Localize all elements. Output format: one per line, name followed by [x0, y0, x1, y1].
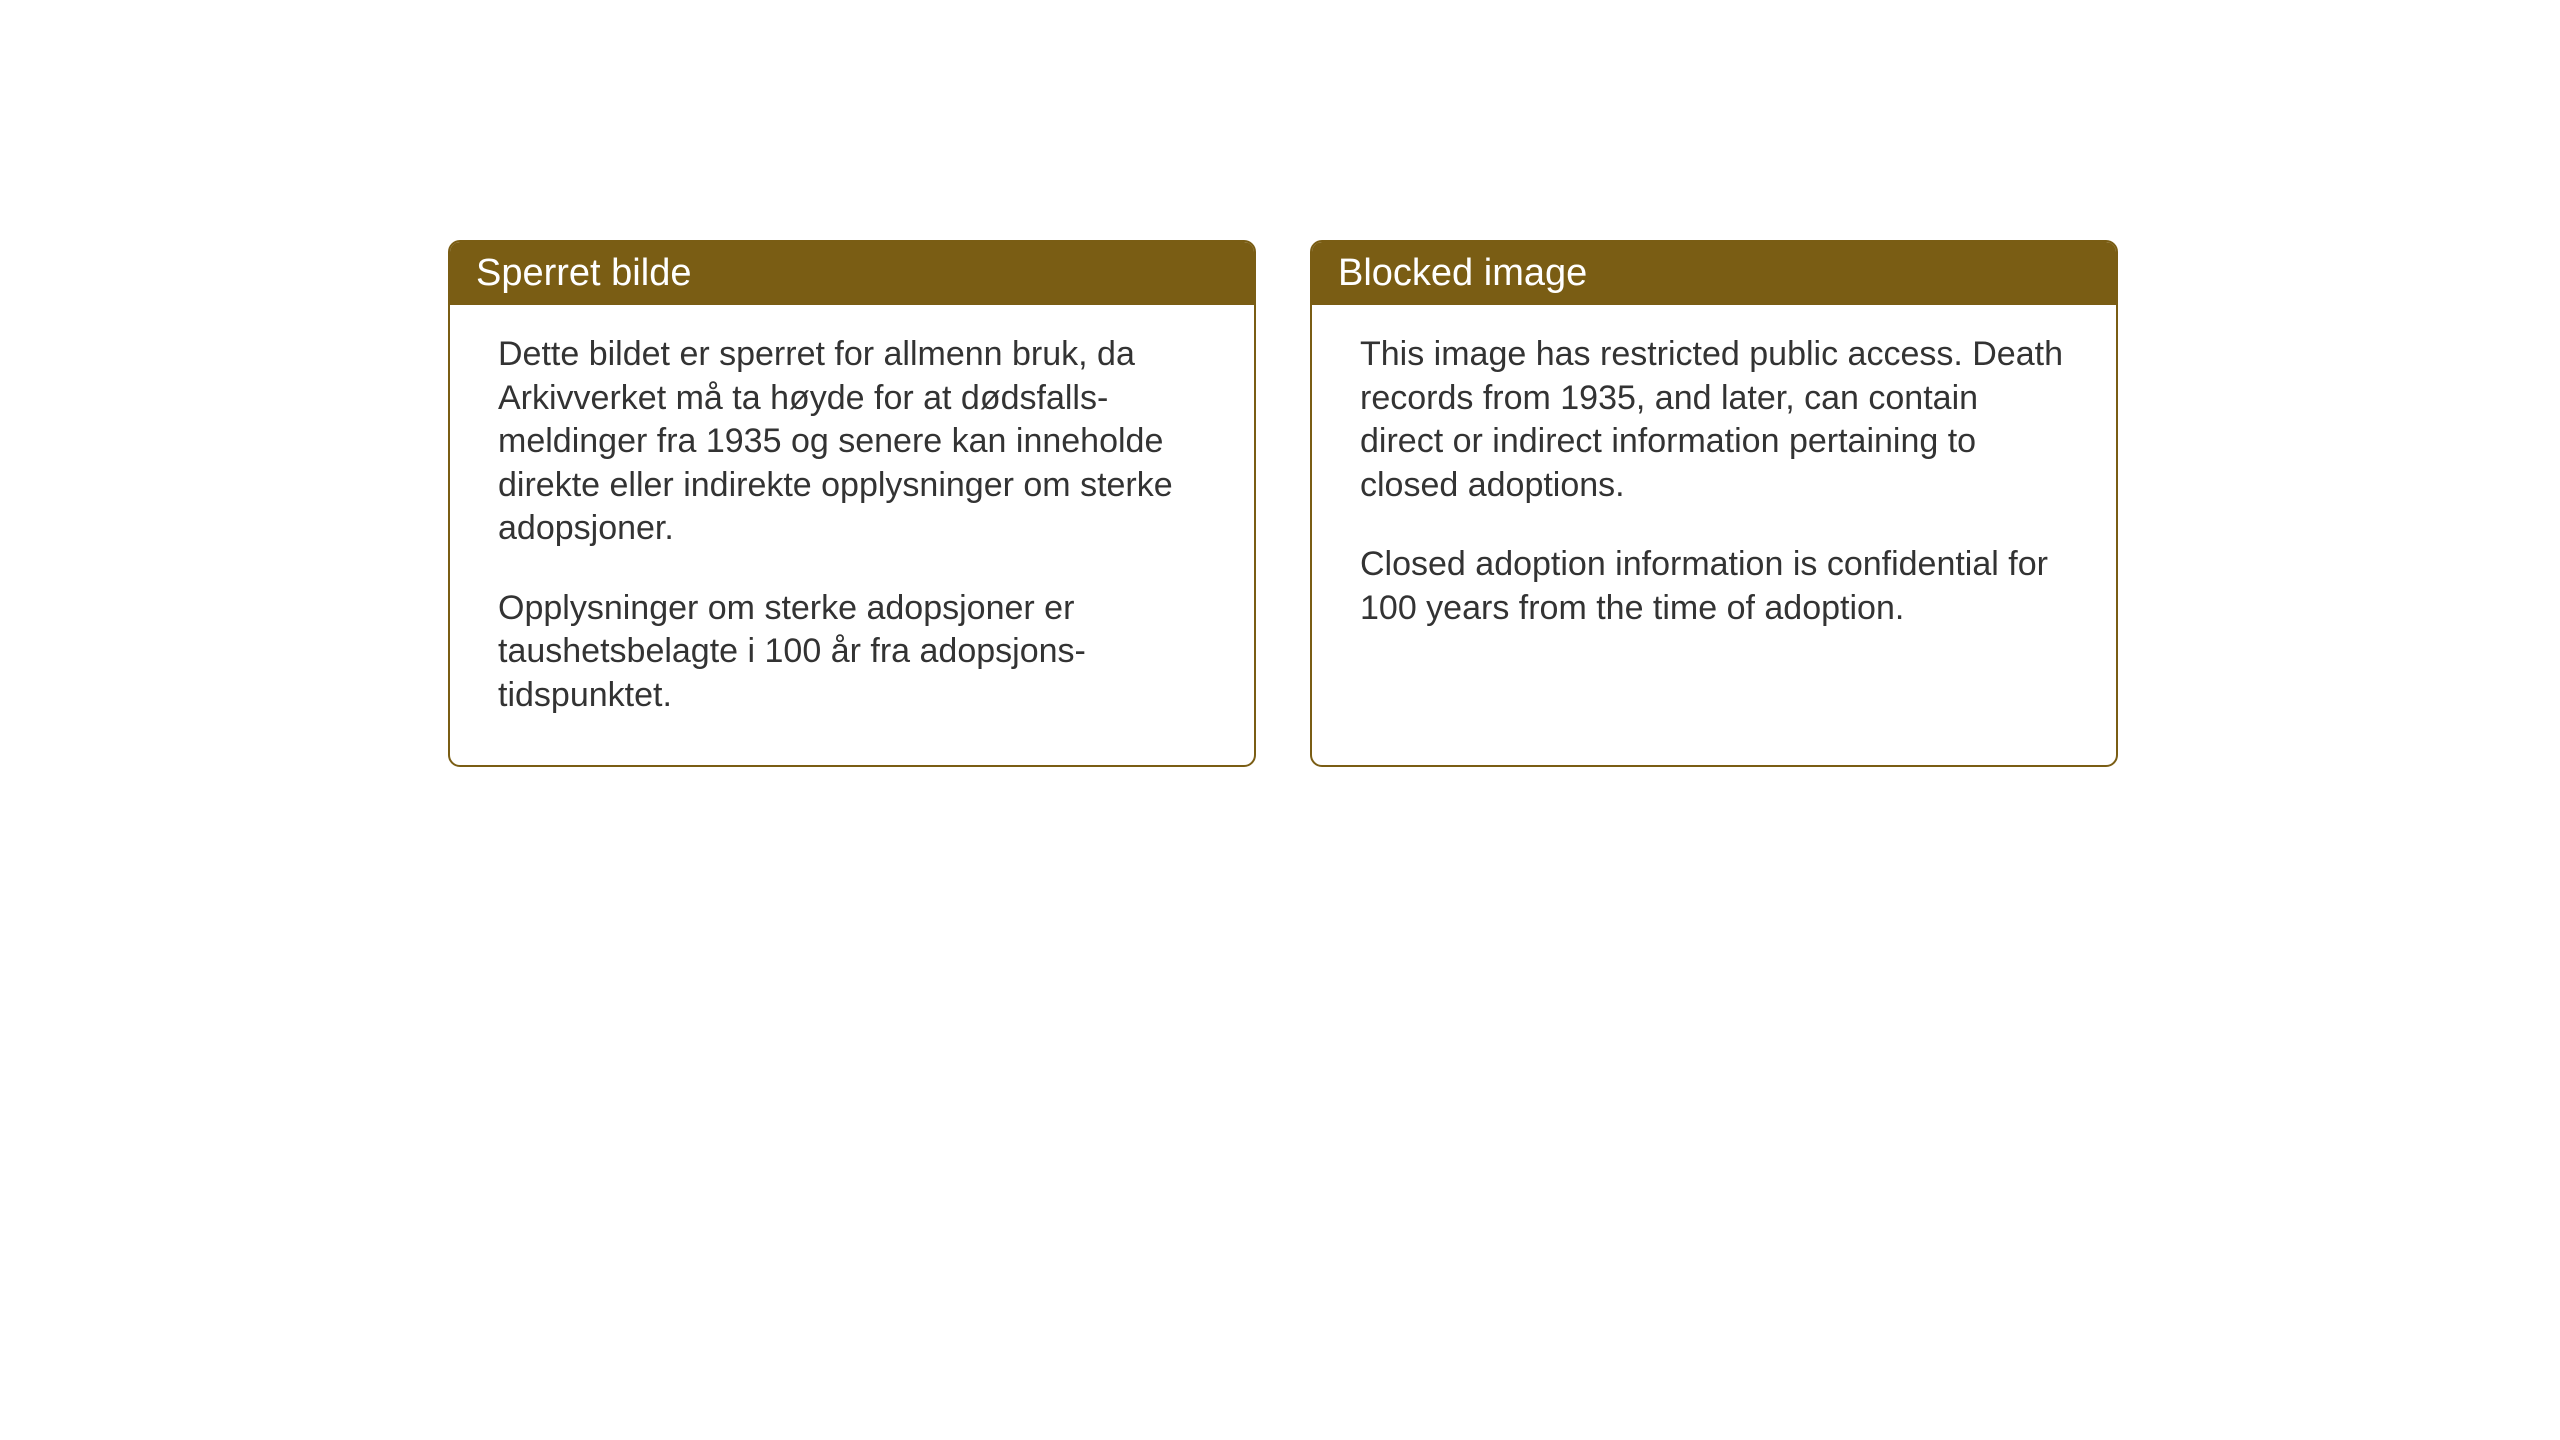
- notice-box-english: Blocked image This image has restricted …: [1310, 240, 2118, 767]
- notice-paragraph-1-norwegian: Dette bildet er sperret for allmenn bruk…: [498, 333, 1206, 551]
- notice-box-norwegian: Sperret bilde Dette bildet er sperret fo…: [448, 240, 1256, 767]
- notice-body-norwegian: Dette bildet er sperret for allmenn bruk…: [450, 305, 1254, 765]
- notice-title-english: Blocked image: [1338, 252, 1587, 294]
- notice-title-norwegian: Sperret bilde: [476, 252, 691, 294]
- notice-paragraph-1-english: This image has restricted public access.…: [1360, 333, 2068, 507]
- notice-header-norwegian: Sperret bilde: [450, 242, 1254, 305]
- notice-paragraph-2-english: Closed adoption information is confident…: [1360, 543, 2068, 630]
- notice-paragraph-2-norwegian: Opplysninger om sterke adopsjoner er tau…: [498, 587, 1206, 718]
- notice-header-english: Blocked image: [1312, 242, 2116, 305]
- notice-body-english: This image has restricted public access.…: [1312, 305, 2116, 678]
- notice-container: Sperret bilde Dette bildet er sperret fo…: [448, 240, 2118, 767]
